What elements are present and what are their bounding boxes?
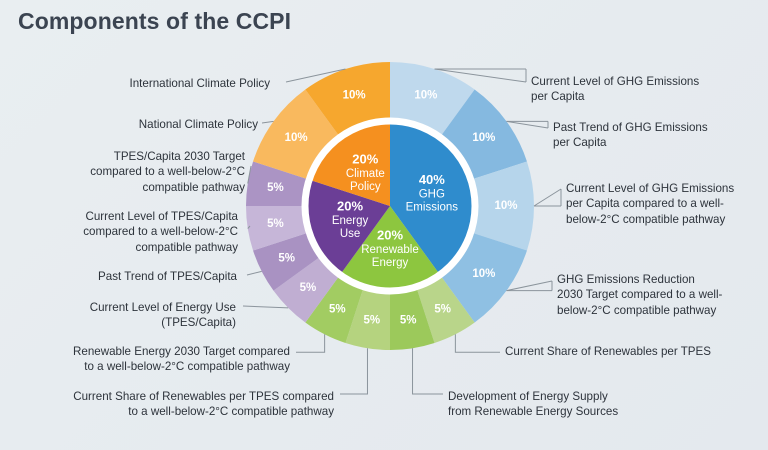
- leader-line: [506, 280, 553, 292]
- outer-slice-percent: 5%: [278, 253, 295, 265]
- leader-line: [246, 270, 262, 276]
- leader-line: [247, 225, 251, 229]
- inner-slice-name: Energy: [372, 257, 409, 269]
- inner-pie-slice[interactable]: [312, 124, 390, 206]
- callout-renew-share-vs-pathway: Current Share of Renewables per TPES com…: [73, 390, 334, 419]
- outer-ring-slice[interactable]: [417, 277, 475, 343]
- leader-line: [247, 165, 252, 184]
- outer-slice-percent: 10%: [472, 132, 495, 144]
- white-ring-gap: [301, 117, 479, 295]
- outer-ring-slice[interactable]: [390, 289, 435, 350]
- callout-tpes-2030-target: TPES/Capita 2030 Target compared to a we…: [90, 150, 245, 194]
- callout-ghg-current-level: Current Level of GHG Emissions per Capit…: [531, 75, 700, 104]
- leader-line: [534, 189, 562, 207]
- inner-pie: [307, 124, 472, 288]
- leader-line: [412, 348, 443, 395]
- leader-lines: [242, 68, 562, 395]
- outer-slice-percent: 10%: [285, 132, 308, 144]
- inner-slice-name: Emissions: [406, 201, 459, 213]
- leader-line: [506, 120, 549, 128]
- inner-slice-name: Use: [340, 228, 360, 240]
- outer-ring-slice[interactable]: [246, 206, 307, 251]
- callout-renew-2030-target: Renewable Energy 2030 Target compared to…: [73, 345, 290, 374]
- callout-ghg-current-vs-pathway: Current Level of GHG Emissions per Capit…: [566, 182, 735, 226]
- inner-slice-name: Policy: [350, 181, 381, 193]
- leader-line: [454, 334, 500, 353]
- inner-slice-percent: 40%: [419, 172, 445, 187]
- inner-slice-percent: 20%: [377, 227, 403, 242]
- inner-pie-slice[interactable]: [307, 180, 390, 273]
- leader-line: [434, 68, 527, 83]
- callout-tpes-past-trend: Past Trend of TPES/Capita: [98, 270, 237, 283]
- outer-ring-slice[interactable]: [273, 257, 339, 323]
- outer-ring-slice[interactable]: [473, 161, 535, 251]
- outer-slice-percent: 5%: [267, 218, 284, 230]
- inner-slice-percent: 20%: [337, 198, 363, 213]
- leader-line: [296, 334, 326, 353]
- outer-ring-slice[interactable]: [305, 277, 363, 343]
- leader-line: [533, 188, 562, 207]
- outer-ring-slice[interactable]: [253, 233, 319, 291]
- callout-tpes-current-level-pathway: Current Level of TPES/Capita compared to…: [83, 210, 238, 254]
- outer-slice-percent: 10%: [414, 90, 437, 102]
- callout-intl-climate-policy: International Climate Policy: [129, 77, 270, 90]
- callout-natl-climate-policy: National Climate Policy: [138, 118, 258, 131]
- inner-slice-name: Renewable: [361, 244, 419, 256]
- outer-slice-percent: 5%: [434, 303, 451, 315]
- inner-pie-slice[interactable]: [341, 206, 439, 288]
- outer-slice-percent: 10%: [343, 90, 366, 102]
- outer-ring-slice[interactable]: [305, 62, 390, 135]
- outer-slice-percent: 10%: [472, 268, 495, 280]
- outer-ring-slice[interactable]: [390, 62, 475, 135]
- leader-line: [506, 281, 553, 292]
- inner-pie-slice[interactable]: [390, 124, 472, 273]
- ring-divider: [301, 117, 479, 295]
- leader-line: [506, 120, 549, 129]
- inner-slice-percent: 20%: [352, 151, 378, 166]
- outer-slice-percent: 5%: [364, 315, 381, 327]
- outer-slice-percent: 5%: [300, 282, 317, 294]
- leader-line: [340, 348, 368, 395]
- callout-renew-current-share: Current Share of Renewables per TPES: [505, 345, 712, 358]
- leader-line: [242, 305, 289, 309]
- outer-slice-percent: 10%: [494, 200, 517, 212]
- inner-slice-name: Energy: [332, 215, 369, 227]
- callout-ghg-reduction-target: GHG Emissions Reduction 2030 Target comp…: [557, 273, 723, 317]
- inner-slice-name: GHG: [419, 188, 445, 200]
- page-title: Components of the CCPI: [18, 8, 292, 34]
- inner-slice-name: Climate: [346, 168, 385, 180]
- callout-energy-use-current: Current Level of Energy Use (TPES/Capita…: [89, 301, 236, 330]
- outer-ring-slice[interactable]: [246, 161, 307, 206]
- leader-line: [434, 68, 527, 82]
- callout-ghg-past-trend: Past Trend of GHG Emissions per Capita: [553, 121, 708, 150]
- leader-line: [261, 120, 274, 124]
- outer-ring-slice[interactable]: [345, 289, 390, 350]
- leader-line: [285, 68, 346, 83]
- inner-pie-labels: 40%GHGEmissions20%RenewableEnergy20%Ener…: [332, 151, 458, 269]
- outer-ring-labels: 10% 10% 10% 10% 5% 5% 5% 5% 5% 5% 5% 5% 10% 10%: [267, 90, 517, 327]
- outer-slice-percent: 5%: [267, 182, 284, 194]
- outer-slice-percent: 5%: [329, 303, 346, 315]
- callout-renew-energy-supply: Development of Energy Supply from Renewa…: [448, 390, 619, 419]
- outer-slice-percent: 5%: [400, 315, 417, 327]
